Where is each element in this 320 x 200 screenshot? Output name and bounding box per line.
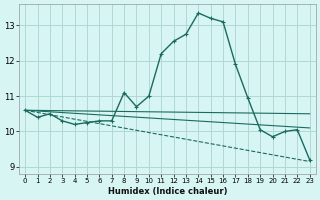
X-axis label: Humidex (Indice chaleur): Humidex (Indice chaleur): [108, 187, 227, 196]
